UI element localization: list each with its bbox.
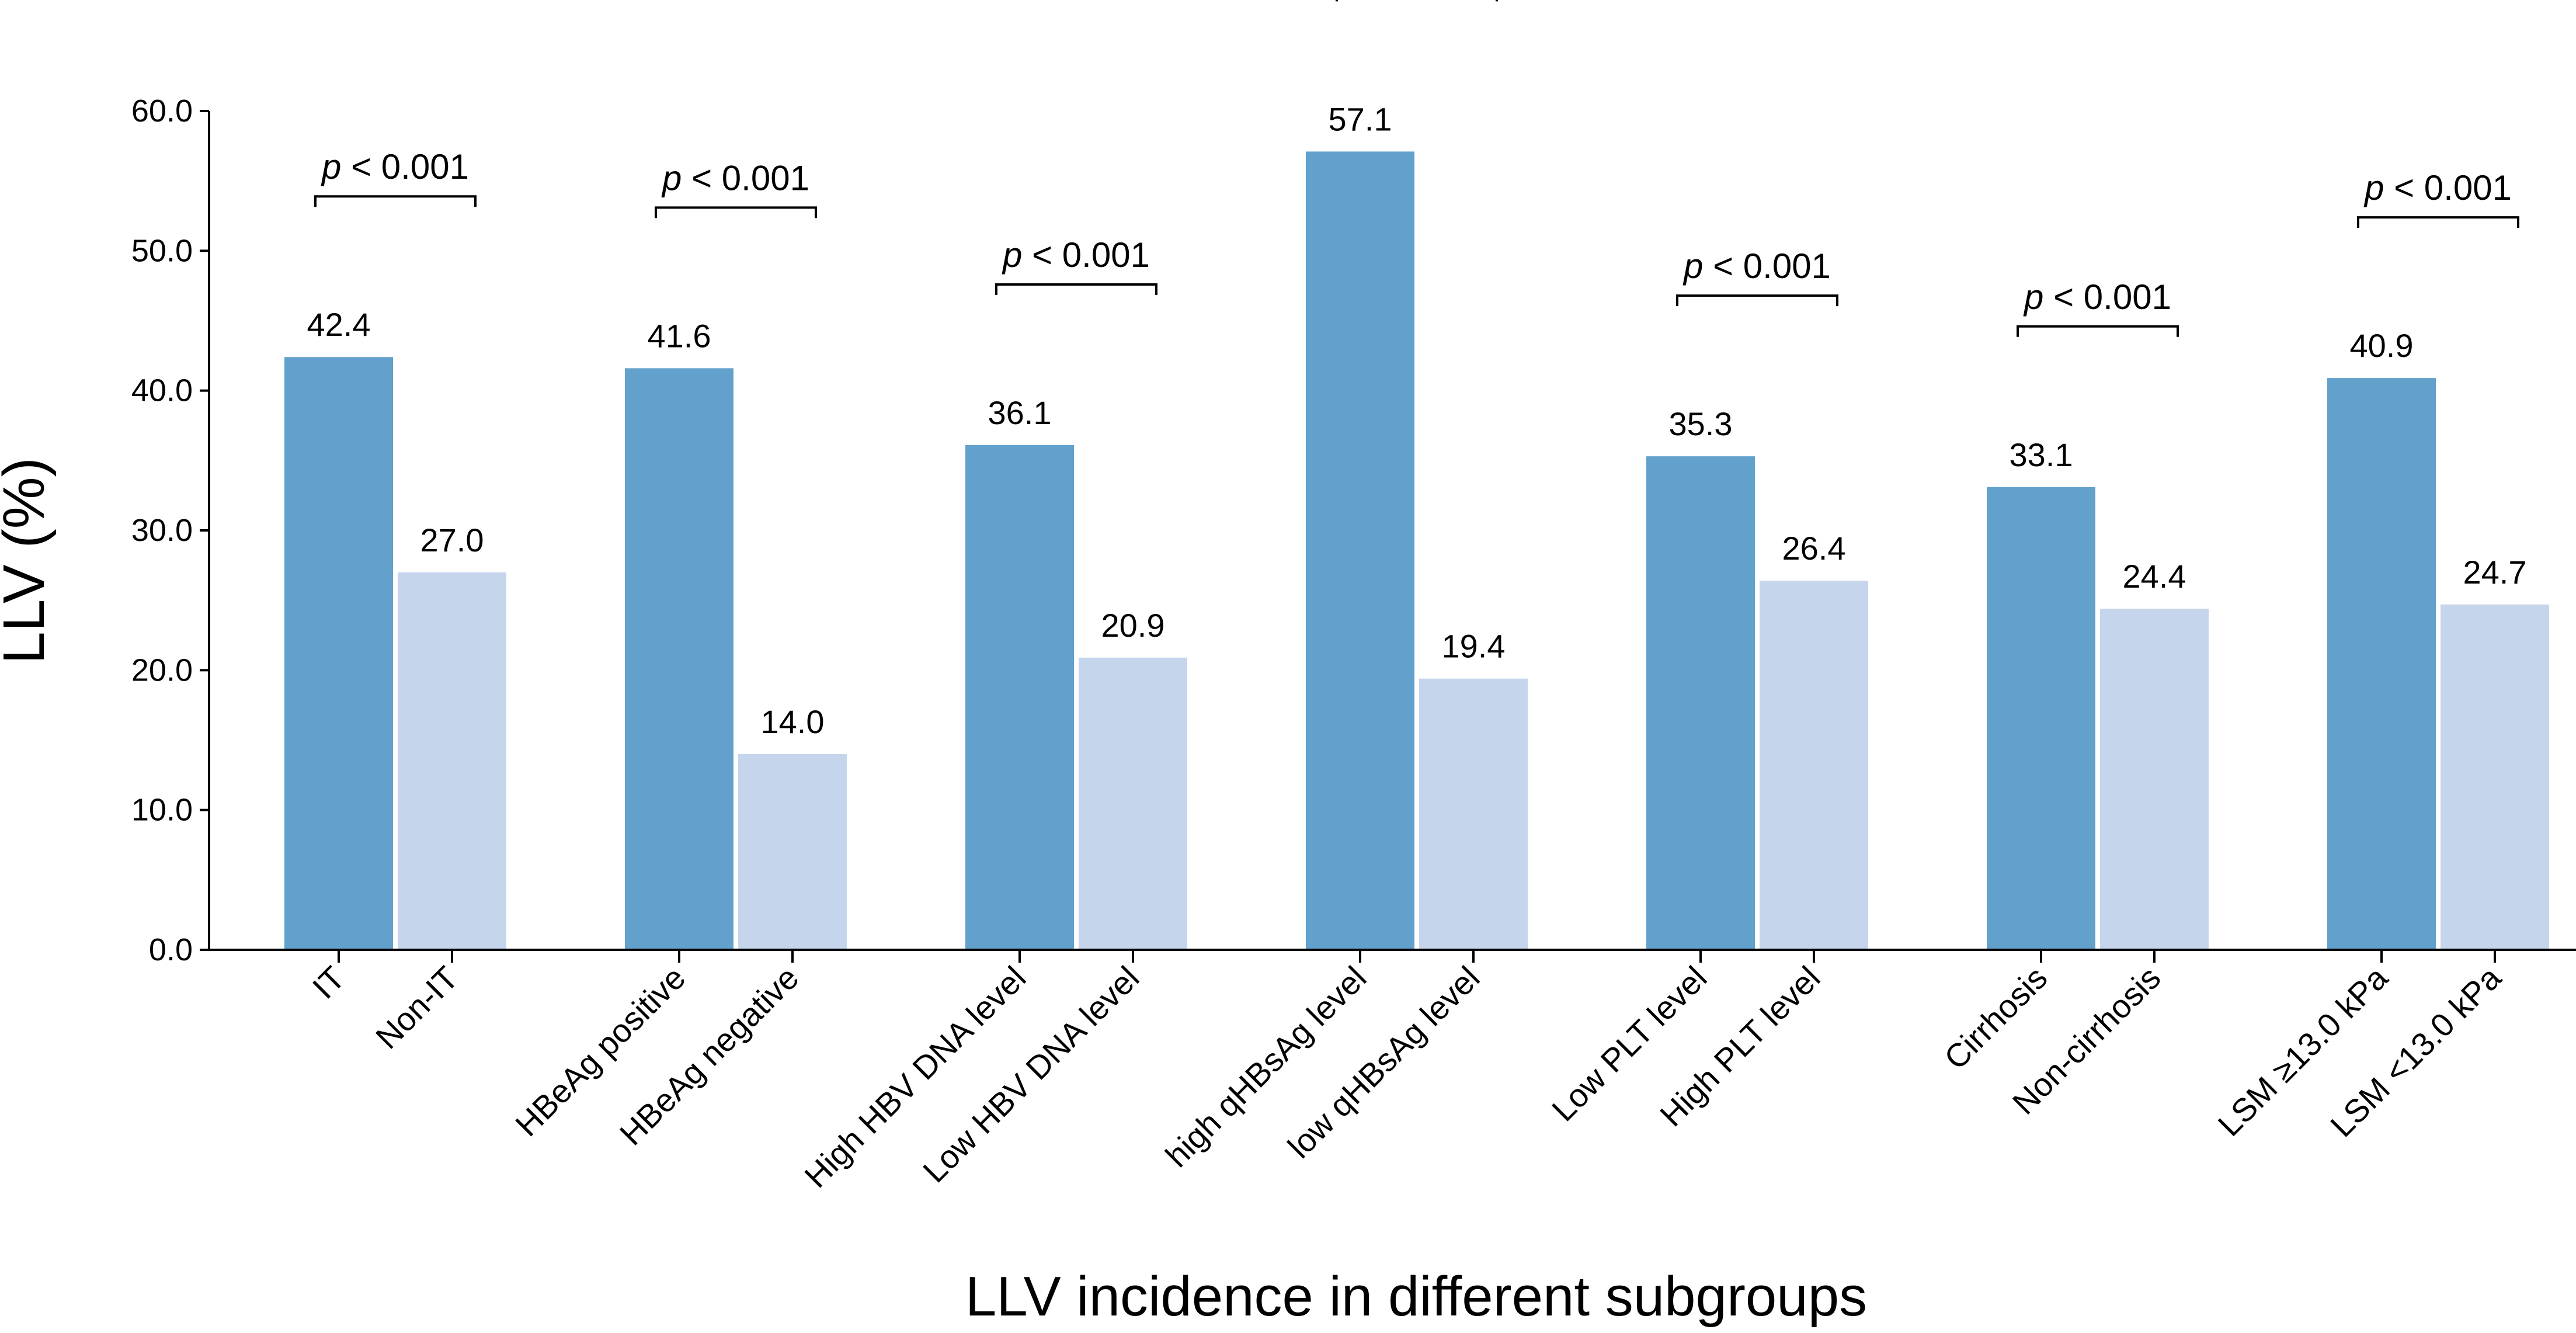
p-value-label: p < 0.001 [661,158,809,197]
p-threshold: < 0.001 [2043,277,2171,317]
bar [1306,151,1414,950]
p-threshold: < 0.001 [341,147,469,186]
bar [2441,604,2549,950]
data-label: 33.1 [2010,436,2073,473]
data-label: 42.4 [307,306,371,343]
data-label: 14.0 [761,703,825,740]
bar [2327,378,2436,950]
data-label: 27.0 [420,522,484,558]
y-tick-label: 60.0 [131,93,193,129]
significance-bracket [995,283,1157,296]
x-tick-label: IT [305,959,352,1006]
significance-bracket [655,206,817,218]
bar [1079,657,1187,950]
p-symbol: p [1682,247,1703,286]
bar [2100,609,2209,950]
x-tick-label: Non-IT [369,959,465,1056]
data-label: 19.4 [1442,628,1506,665]
x-tick-label: high qHBsAg level [1158,959,1373,1174]
p-symbol: p [2363,168,2384,207]
data-label: 40.9 [2350,327,2414,364]
y-tick-label: 50.0 [131,233,193,268]
data-label: 35.3 [1669,405,1733,442]
x-axis-title: LLV incidence in different subgroups [965,1265,1867,1328]
significance-bracket [2357,216,2519,228]
bars: 42.4 27.0 41.6 14.0 36.1 20.9 57.1 19.4 35.3 26.4… [284,100,2549,950]
significance-bracket [1336,0,1498,2]
p-threshold: < 0.001 [1022,235,1150,275]
data-label: 24.4 [2123,558,2186,595]
bar [1419,678,1528,950]
x-tick-label: low qHBsAg level [1281,959,1487,1165]
p-symbol: p [1002,235,1022,275]
bar [625,368,733,950]
p-value-label: p < 0.001 [2363,168,2512,207]
p-value-label: p < 0.001 [2023,277,2171,317]
p-value-label: p < 0.001 [1682,247,1831,286]
y-tick-label: 30.0 [131,513,193,548]
y-tick-label: 20.0 [131,652,193,688]
x-tick-label: Low HBV DNA level [916,959,1146,1189]
p-symbol: p [2023,277,2043,317]
x-tick-label: Cirrhosis [1937,959,2054,1077]
p-threshold: < 0.001 [1703,247,1831,286]
y-tick-label: 40.0 [131,373,193,408]
y-axis-title: LLV (%) [0,457,57,664]
bar [738,754,847,950]
data-label: 57.1 [1329,100,1392,137]
bar [1646,456,1755,950]
data-label: 26.4 [1782,530,1846,567]
significance-bracket [2017,325,2179,337]
y-tick-label: 10.0 [131,793,193,828]
data-label: 20.9 [1101,607,1165,644]
significance-bracket [314,195,477,207]
y-tick-label: 0.0 [149,932,193,967]
bar [398,572,506,950]
significance-bracket [1676,294,1838,307]
p-threshold: < 0.001 [682,158,809,197]
bar [965,445,1074,950]
data-label: 41.6 [648,317,711,354]
p-threshold: < 0.001 [2384,168,2512,207]
data-label: 24.7 [2463,554,2527,591]
p-value-label: p < 0.001 [1002,235,1150,275]
p-value-label: p < 0.001 [321,147,469,186]
bar [1987,487,2095,950]
bar [1760,581,1868,950]
data-label: 36.1 [988,394,1052,431]
p-symbol: p [661,158,682,197]
x-tick-label: High HBV DNA level [797,959,1033,1195]
y-axis: 0.0 10.0 20.0 30.0 40.0 50.0 60.0 [131,93,210,967]
bar [284,357,393,950]
p-symbol: p [321,147,341,186]
